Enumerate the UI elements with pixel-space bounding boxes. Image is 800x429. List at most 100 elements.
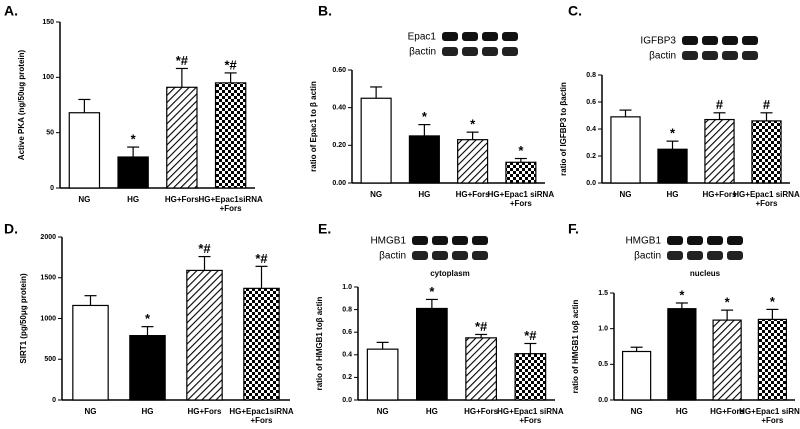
panel-label: F. xyxy=(568,221,579,237)
y-tick-label: 0.40 xyxy=(332,105,346,112)
y-tick-label: 0.8 xyxy=(342,306,352,313)
blot-band xyxy=(727,251,743,260)
significance: *# xyxy=(475,319,488,334)
panel-label: D. xyxy=(4,221,18,237)
y-tick-label: 0 xyxy=(52,397,56,404)
x-tick-label: HG+Fors xyxy=(464,407,499,416)
error-bar xyxy=(198,255,211,271)
bar xyxy=(186,269,223,401)
error-bar xyxy=(418,124,431,136)
blot-band xyxy=(472,236,488,245)
blot-band xyxy=(667,251,683,260)
blot-band xyxy=(452,251,468,260)
blot-label: cytoplasm xyxy=(430,269,470,278)
x-tick-label: HG+Fors xyxy=(702,190,737,199)
bar xyxy=(757,318,788,401)
x-tick-label: HG+Fors xyxy=(187,407,222,416)
significance: * xyxy=(429,284,435,299)
y-tick-label: 0.4 xyxy=(586,126,596,133)
blot-band xyxy=(442,32,458,41)
blot-band xyxy=(742,36,758,45)
bar xyxy=(72,304,109,401)
error-bar xyxy=(630,346,643,352)
significance: * xyxy=(725,295,731,310)
error-bar xyxy=(127,146,140,158)
blot-label: Epac1 xyxy=(408,32,437,43)
x-tick-label: NG xyxy=(78,195,90,204)
panel-label: B. xyxy=(318,3,332,19)
bar xyxy=(514,353,547,401)
blot-band xyxy=(742,51,758,60)
bar xyxy=(166,86,198,189)
y-tick-label: 0.0 xyxy=(586,180,596,187)
blot-band xyxy=(722,51,738,60)
panel-label: E. xyxy=(318,221,331,237)
y-tick-label: 0.8 xyxy=(586,72,596,79)
y-tick-label: 0.2 xyxy=(586,153,596,160)
y-tick-label: 1.0 xyxy=(598,326,608,333)
error-bar xyxy=(255,265,268,289)
bar xyxy=(657,148,688,184)
error-bar xyxy=(141,326,154,336)
x-tick-label: HG+Epac1 siRNA +Fors xyxy=(488,190,555,208)
blot-band xyxy=(432,236,448,245)
bar xyxy=(360,97,392,184)
y-tick-label: 1000 xyxy=(40,315,56,322)
panel: D. SIRT1 (pg/50μg protein) 0 500 1000 1500 200… xyxy=(4,221,294,425)
y-tick-label: 1.5 xyxy=(598,290,608,297)
bar xyxy=(610,116,641,184)
x-tick-label: NG xyxy=(370,190,382,199)
blot-band xyxy=(707,251,723,260)
significance: *# xyxy=(198,241,211,256)
bar xyxy=(408,135,440,184)
error-bar xyxy=(524,342,537,354)
panel: C. ratio of IGFBP3 to βactin 0.0 0.2 0.4 0.6 0… xyxy=(559,3,800,208)
x-tick-label: HG+Epac1siRNA +Fors xyxy=(199,195,263,213)
significance: * xyxy=(518,143,524,158)
bar xyxy=(214,82,247,189)
x-tick-label: HG+Epac1 siRNA +Fors xyxy=(739,407,800,425)
x-tick-label: HG+Epac1siRNA +Fors xyxy=(229,407,293,425)
bar xyxy=(68,112,101,189)
error-bar xyxy=(713,112,726,120)
bar xyxy=(505,161,537,184)
blot-band xyxy=(687,251,703,260)
x-tick-label: NG xyxy=(631,407,643,416)
blot-band xyxy=(442,47,458,56)
error-bar xyxy=(466,131,479,140)
y-tick-label: 0.0 xyxy=(342,397,352,404)
significance: * xyxy=(422,109,428,124)
blot-band xyxy=(462,47,478,56)
x-tick-label: HG+Epac1 siRNA +Fors xyxy=(733,190,800,208)
significance: *# xyxy=(255,251,268,266)
x-tick-label: HG xyxy=(426,407,438,416)
y-axis-label: ratio of HMGB1 toβ actin xyxy=(571,300,580,394)
blot-band xyxy=(412,251,428,260)
y-tick-label: 0.6 xyxy=(342,329,352,336)
blot-label: HMGB1 xyxy=(625,236,661,247)
x-tick-label: HG+Fors xyxy=(165,195,200,204)
significance: *# xyxy=(224,57,237,72)
y-tick-label: 100 xyxy=(42,74,54,81)
error-bar xyxy=(619,109,632,117)
significance: * xyxy=(131,131,137,146)
y-axis-label: Active PKA (ng/50ug protein) xyxy=(17,49,26,160)
blot-band xyxy=(682,51,698,60)
x-tick-label: HG xyxy=(142,407,154,416)
bar xyxy=(366,348,399,401)
blot-label: HMGB1 xyxy=(370,236,406,247)
error-bar xyxy=(721,309,734,321)
significance: # xyxy=(716,97,724,112)
bar xyxy=(117,156,149,189)
significance: * xyxy=(670,126,676,141)
error-bar xyxy=(224,72,237,83)
blot-band xyxy=(482,32,498,41)
blot-band xyxy=(667,236,683,245)
y-tick-label: 0.6 xyxy=(586,99,596,106)
y-tick-label: 500 xyxy=(44,356,56,363)
significance: * xyxy=(770,294,776,309)
y-tick-label: 1.0 xyxy=(342,284,352,291)
y-tick-label: 0.2 xyxy=(342,374,352,381)
error-bar xyxy=(666,140,679,150)
